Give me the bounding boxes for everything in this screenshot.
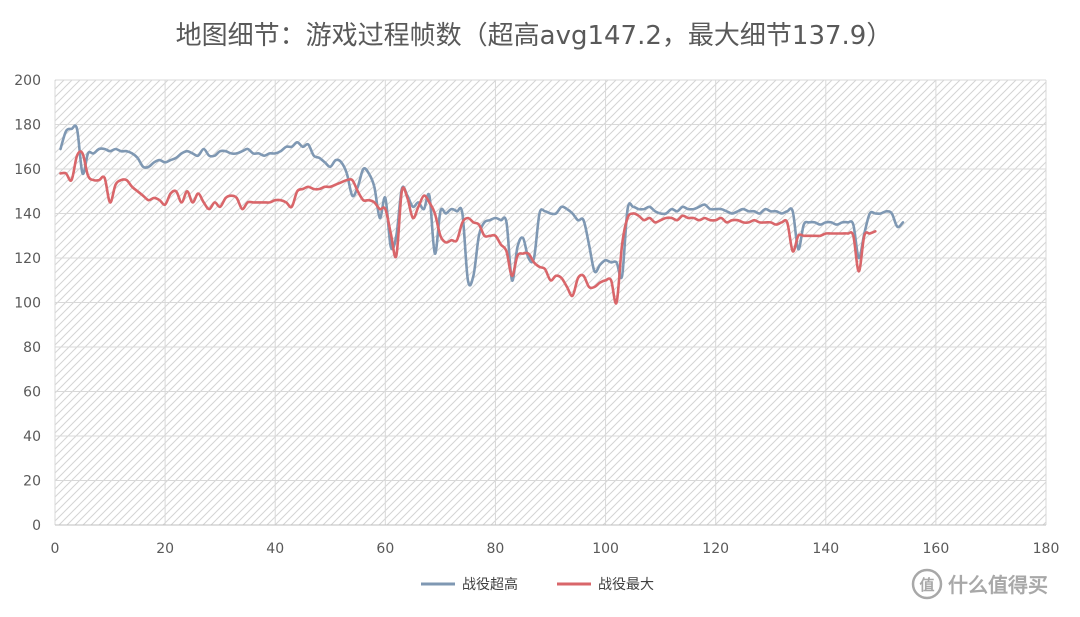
chart-title: 地图细节：游戏过程帧数（超高avg147.2，最大细节137.9） <box>176 21 893 51</box>
y-tick-label: 40 <box>23 429 41 445</box>
y-tick-label: 140 <box>14 207 41 223</box>
x-tick-label: 60 <box>376 541 394 557</box>
series-line-2 <box>59 150 877 305</box>
y-tick-label: 200 <box>14 73 41 89</box>
y-tick-label: 100 <box>14 296 41 312</box>
legend-label-series-2: 战役最大 <box>598 577 654 593</box>
x-tick-label: 160 <box>923 541 950 557</box>
x-tick-label: 0 <box>51 541 60 557</box>
y-tick-label: 180 <box>14 118 41 134</box>
legend: 战役超高 战役最大 <box>421 576 654 593</box>
x-tick-label: 120 <box>702 541 729 557</box>
watermark-logo-icon <box>911 568 943 600</box>
y-tick-label: 80 <box>23 340 41 356</box>
legend-item-series-1[interactable]: 战役超高 <box>421 576 518 593</box>
y-tick-label: 160 <box>14 162 41 178</box>
x-tick-label: 40 <box>266 541 284 557</box>
x-tick-label: 140 <box>812 541 839 557</box>
axes: 0 20 40 60 80 100 120 140 160 180 200 0 20 40 60 80 100 1… <box>14 73 1059 557</box>
watermark-text: 什么值得买 <box>948 573 1048 597</box>
watermark-logo-glyph: 值 <box>919 576 934 594</box>
y-tick-label: 60 <box>23 385 41 401</box>
series-line-1 <box>59 124 905 287</box>
x-tick-label: 100 <box>592 541 619 557</box>
y-tick-label: 120 <box>14 251 41 267</box>
x-tick-label: 180 <box>1033 541 1060 557</box>
y-tick-label: 0 <box>32 518 41 534</box>
watermark: 值 什么值得买 <box>911 568 1048 600</box>
x-tick-label: 20 <box>156 541 174 557</box>
legend-item-series-2[interactable]: 战役最大 <box>557 577 654 593</box>
y-tick-label: 20 <box>23 474 41 490</box>
legend-label-series-1: 战役超高 <box>462 576 518 593</box>
gridlines <box>54 79 1047 526</box>
x-tick-label: 80 <box>487 541 505 557</box>
series-lines <box>59 124 905 305</box>
